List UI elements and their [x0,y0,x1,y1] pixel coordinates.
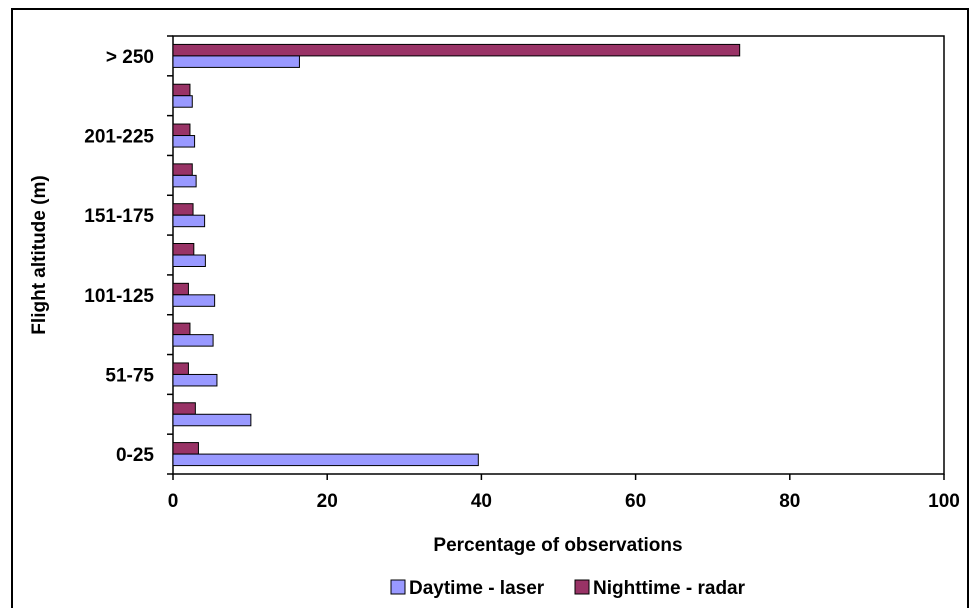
bar-daytime-laser [172,135,196,148]
bar-nighttime-radar [172,442,199,455]
x-tick-label: 80 [779,491,800,512]
bar-nighttime-radar [172,43,741,57]
legend-label: Nighttime - radar [593,578,746,599]
bar-daytime-laser [172,334,214,347]
bar-daytime-laser [172,214,206,228]
bar-daytime-laser [172,453,479,467]
bar-nighttime-radar [172,163,193,176]
legend-swatch [390,579,406,595]
bar-daytime-laser [172,254,206,267]
bar-daytime-laser [172,55,300,68]
bar-nighttime-radar [172,282,189,296]
x-tick-label: 40 [471,491,492,512]
bar-nighttime-radar [172,402,196,415]
bar-nighttime-radar [172,243,195,256]
x-tick-label: 20 [317,491,338,512]
bar-nighttime-radar [172,203,194,216]
bar-nighttime-radar [172,362,189,375]
y-tick-label: 201-225 [84,127,154,148]
y-tick-label: 0-25 [116,445,154,466]
bar-daytime-laser [172,95,193,108]
bar-daytime-laser [172,174,197,188]
bar-nighttime-radar [172,322,191,336]
legend-label: Daytime - laser [409,578,545,599]
y-axis-label: Flight altitude (m) [29,175,50,334]
y-tick-label: 151-175 [84,206,154,227]
bar-daytime-laser [172,373,218,387]
plot-area [172,35,945,475]
bar-nighttime-radar [172,83,191,97]
x-tick-label: 0 [168,491,179,512]
y-tick-label: > 250 [106,47,154,68]
x-tick-label: 60 [625,491,646,512]
chart-frame: 0 20 40 60 80 100 0-25 51-75 101-125 151-175 201-… [11,8,969,608]
bar-daytime-laser [172,294,216,307]
x-tick-label: 100 [928,491,960,512]
x-axis-label: Percentage of observations [433,535,682,556]
y-tick-label: 101-125 [84,286,154,307]
y-tick-label: 51-75 [105,365,154,386]
legend-swatch [574,579,590,595]
bar-nighttime-radar [172,123,191,137]
bar-chart: 0 20 40 60 80 100 0-25 51-75 101-125 151-175 201-… [29,35,960,599]
legend: Daytime - laser Nighttime - radar [390,578,746,599]
bar-daytime-laser [172,413,252,427]
